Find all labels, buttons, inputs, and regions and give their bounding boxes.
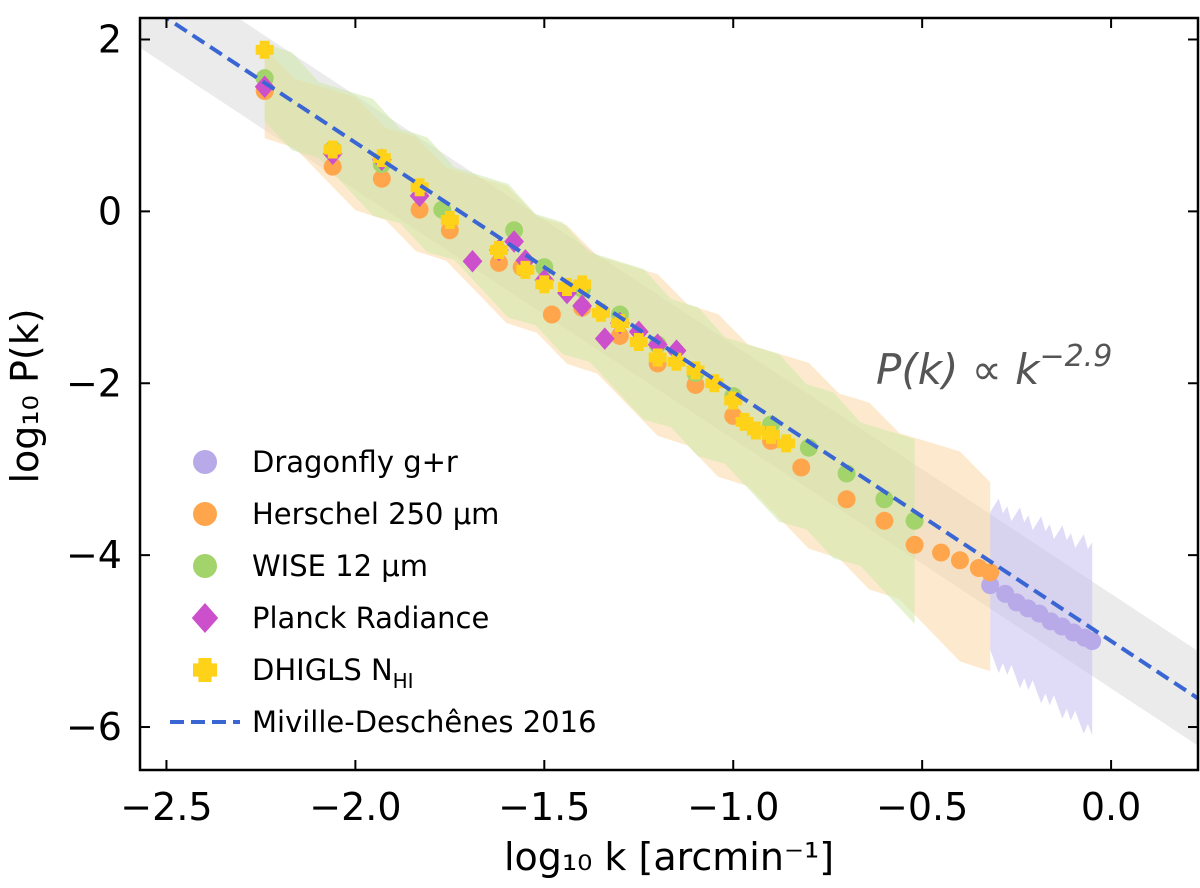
point-dhigls-n (516, 260, 535, 279)
point-herschel-250-m (875, 511, 894, 530)
legend-label: Herschel 250 μm (252, 497, 499, 531)
legend-marker-planck-radiance (191, 603, 219, 633)
legend-label: Dragonfly g+r (252, 445, 458, 479)
x-tick-label: 0.0 (1081, 785, 1141, 829)
legend-marker-dragonfly-g-r (193, 450, 217, 474)
point-dhigls-n (667, 352, 686, 371)
point-dhigls-n (629, 333, 648, 352)
y-tick-label: −6 (66, 705, 122, 749)
x-tick-label: −2.0 (309, 785, 401, 829)
point-dragonfly-g-r (981, 576, 1000, 595)
legend-label: Planck Radiance (252, 601, 489, 635)
point-planck-radiance (594, 327, 615, 350)
point-dhigls-n (573, 275, 592, 294)
legend-label: Miville-Deschênes 2016 (252, 705, 597, 739)
point-herschel-250-m (792, 458, 811, 477)
plot-frame (138, 16, 1200, 772)
y-tick-label: −2 (66, 361, 122, 405)
point-herschel-250-m (410, 200, 429, 219)
x-tick-label: −2.5 (120, 785, 212, 829)
y-tick-label: 0 (98, 189, 122, 233)
point-dhigls-n (648, 348, 667, 367)
point-dhigls-n (762, 425, 781, 444)
legend-label: WISE 12 μm (252, 549, 428, 583)
point-herschel-250-m (323, 157, 342, 176)
point-herschel-250-m (981, 563, 1000, 582)
y-axis-label: log₁₀ P(k) (3, 308, 47, 483)
y-tick-label: −4 (66, 533, 122, 577)
x-tick-label: −1.0 (687, 785, 779, 829)
point-herschel-250-m (905, 535, 924, 554)
point-dragonfly-g-r (1083, 632, 1102, 651)
point-dhigls-n (440, 210, 459, 229)
point-dhigls-n (535, 275, 554, 294)
fit-line (162, 18, 1198, 701)
point-planck-radiance (254, 75, 275, 99)
band-wise-12-m (264, 43, 915, 624)
point-dhigls-n (557, 278, 576, 297)
point-planck-radiance (504, 230, 524, 253)
point-herschel-250-m (950, 551, 969, 570)
point-dhigls-n (777, 434, 796, 453)
legend-marker-wise-12-m (193, 554, 217, 578)
point-dhigls-n (255, 40, 274, 59)
plot-area (140, 18, 1198, 746)
legend-marker-dhigls-n (193, 658, 217, 683)
point-dhigls-n (323, 140, 342, 159)
annotation-power-law: P(k) ∝ k−2.9 (876, 339, 1112, 394)
point-dhigls-n (746, 421, 765, 440)
point-herschel-250-m (542, 305, 561, 324)
point-planck-radiance (572, 294, 592, 318)
x-tick-label: −0.5 (876, 785, 968, 829)
legend-marker-herschel-250-m (193, 502, 217, 526)
legend-label: DHIGLS NHI (252, 653, 414, 693)
point-wise-12-m (875, 490, 894, 509)
point-herschel-250-m (932, 543, 951, 562)
x-tick-label: −1.5 (498, 785, 590, 829)
point-herschel-250-m (372, 169, 391, 188)
point-dhigls-n (489, 241, 508, 260)
legend: Dragonfly g+r Herschel 250 μm WISE 12 μm Pl… (170, 445, 597, 739)
point-planck-radiance (462, 249, 483, 273)
x-axis-label: log₁₀ k [arcmin⁻¹] (504, 835, 834, 879)
point-herschel-250-m (837, 490, 856, 509)
y-tick-label: 2 (98, 17, 122, 61)
